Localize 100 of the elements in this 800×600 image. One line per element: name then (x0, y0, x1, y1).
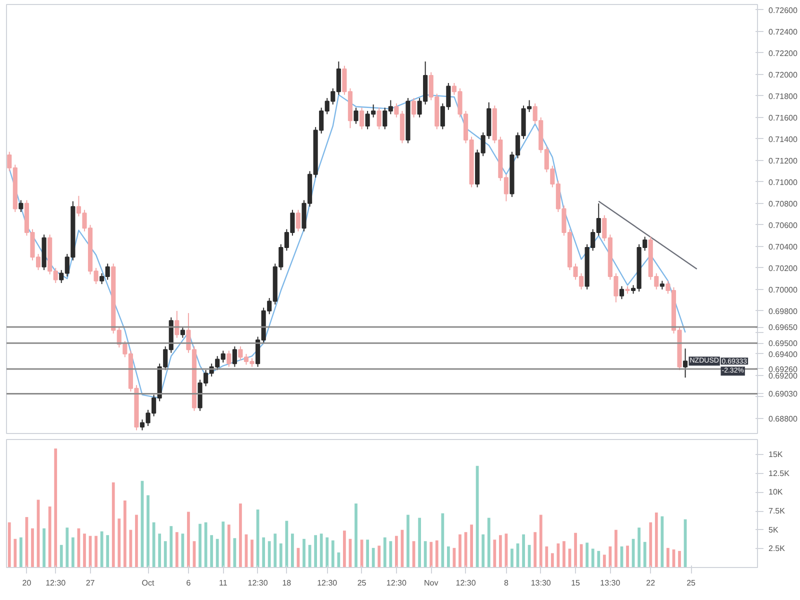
bar (550, 553, 554, 568)
bar (314, 535, 318, 568)
bar (343, 530, 346, 568)
y-tick-label: 2.5K (768, 544, 786, 554)
x-tick-label: 25 (686, 578, 696, 588)
x-tick-label: 12:30 (317, 578, 338, 588)
y-tick-label: 0.71200 (768, 156, 798, 166)
bar (83, 534, 86, 568)
ref-line-label: 0.69260 (768, 364, 798, 374)
x-tick-label: 13:30 (530, 578, 552, 588)
y-tick-label: 0.72400 (768, 27, 798, 36)
x-tick-label: 12:30 (46, 578, 66, 588)
bar (458, 534, 462, 568)
bar (545, 546, 548, 568)
bar (262, 537, 266, 568)
x-tick-label: 15 (571, 578, 581, 588)
bar (354, 504, 358, 568)
y-tick-label: 0.71000 (768, 178, 798, 187)
bar (666, 548, 670, 568)
bar (20, 537, 22, 568)
bar (602, 554, 606, 568)
x-tick-label: 25 (357, 578, 367, 588)
bar (106, 535, 110, 568)
bar (274, 534, 277, 568)
y-tick-label: 0.69800 (768, 306, 798, 316)
candlestick (18, 200, 24, 213)
bar (493, 540, 496, 568)
y-tick-label: 12.5K (768, 468, 790, 478)
bar (574, 532, 577, 568)
bar (71, 537, 74, 568)
y-tick-label: 0.70600 (768, 220, 798, 230)
bar (383, 537, 386, 568)
bar (395, 536, 398, 568)
ref-line-label: 0.69650 (768, 323, 798, 332)
bar (591, 548, 594, 568)
candlestick (226, 350, 232, 368)
bar (222, 522, 225, 568)
bar (250, 540, 254, 568)
bar (389, 541, 392, 568)
x-tick-label: Oct (142, 578, 156, 588)
bar (279, 543, 282, 568)
bar (418, 518, 421, 568)
bar (337, 552, 340, 568)
y-tick-label: 0.69400 (768, 350, 798, 359)
bar (198, 524, 202, 568)
bar (94, 536, 98, 568)
candlestick (180, 326, 185, 338)
bar (291, 534, 294, 568)
bar (239, 504, 242, 568)
candlestick (354, 107, 358, 124)
x-tick-label: 22 (646, 578, 656, 588)
y-tick-label: 0.71400 (768, 134, 798, 144)
candlestick (359, 107, 364, 130)
bar (302, 538, 306, 568)
bar (320, 534, 323, 568)
bar (216, 538, 219, 568)
y-tick-label: 0.69200 (768, 371, 798, 380)
bar (534, 532, 537, 568)
bar (331, 540, 334, 568)
candlestick (683, 348, 688, 378)
bar (522, 534, 525, 568)
y-tick-label: 7.5K (768, 506, 786, 516)
bar (158, 534, 162, 568)
bar (112, 482, 115, 568)
bar (48, 506, 52, 568)
bar (135, 514, 138, 568)
bar (660, 516, 664, 568)
x-tick-label: 12:30 (456, 578, 476, 588)
y-tick-label: 0.71800 (768, 92, 798, 101)
y-tick-label: 0.68800 (768, 414, 798, 424)
candlestick (296, 209, 301, 232)
bar (614, 530, 618, 568)
bar (233, 538, 236, 568)
bar (54, 448, 58, 568)
bar (498, 535, 502, 568)
y-tick-label: 0.70000 (768, 285, 798, 294)
bar (482, 534, 485, 568)
x-tick-label: 27 (86, 578, 96, 588)
y-tick-label: 15K (768, 450, 784, 460)
bar (638, 528, 641, 568)
bar (31, 528, 34, 568)
bar (539, 514, 542, 568)
bar (487, 518, 490, 568)
bar (470, 524, 473, 568)
bar (528, 544, 531, 568)
bar (378, 546, 381, 568)
bar (326, 537, 329, 568)
x-tick-label: 8 (504, 578, 509, 588)
bar (210, 535, 214, 568)
bar (14, 538, 17, 568)
y-tick-label: 0.71600 (768, 113, 798, 122)
y-tick-label: 0.70200 (768, 264, 798, 273)
bar (586, 542, 589, 568)
bar (643, 542, 646, 568)
bar (476, 466, 479, 568)
bar (100, 531, 104, 568)
candlestick (232, 346, 237, 368)
bar (42, 528, 46, 568)
x-tick-label: 6 (186, 578, 192, 588)
bar (430, 542, 433, 568)
